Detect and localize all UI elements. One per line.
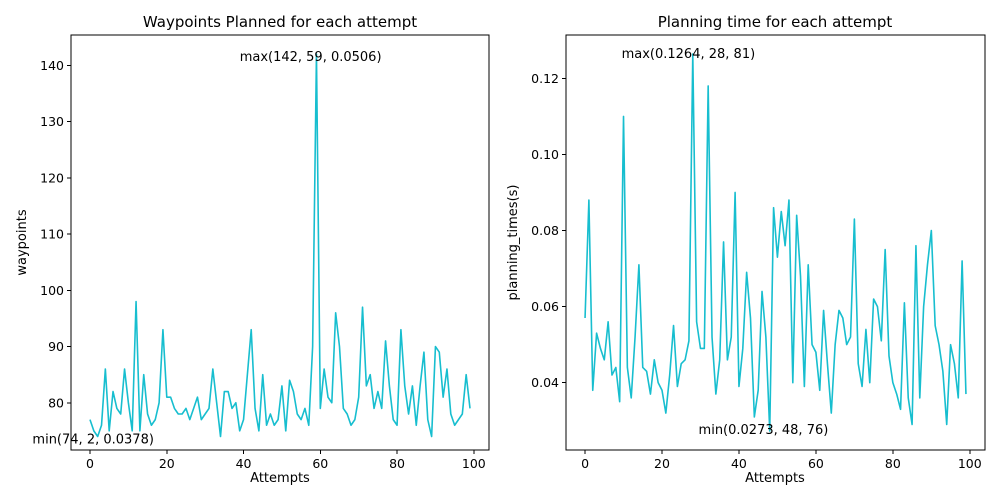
x-tick-label: 20 [159, 456, 175, 471]
waypoints-series-line [89, 53, 471, 438]
x-tick-label: 40 [236, 456, 252, 471]
planning-time-series-line [584, 53, 967, 432]
x-tick-label: 0 [581, 456, 589, 471]
y-tick-label: 0.08 [531, 223, 559, 238]
chart-title: Planning time for each attempt [658, 13, 893, 31]
waypoints-panel: Waypoints Planned for each attempt 0 20 40… [15, 13, 490, 486]
y-axis-label: waypoints [15, 209, 30, 275]
x-tick-label: 60 [808, 456, 824, 471]
y-tick-label: 140 [40, 58, 64, 73]
x-tick-label: 80 [885, 456, 901, 471]
annotation-label: min(0.0273, 48, 76) [699, 423, 829, 438]
y-tick-label: 100 [40, 283, 64, 298]
x-axis-label: Attempts [745, 471, 805, 486]
x-tick-label: 20 [654, 456, 670, 471]
y-tick-label: 110 [40, 227, 64, 242]
y-tick-label: 130 [40, 114, 64, 129]
x-tick-label: 0 [86, 456, 94, 471]
plot-area-frame [70, 34, 490, 451]
planning-time-panel: Planning time for each attempt 0 20 40 60 80… [506, 13, 986, 486]
y-tick-label: 90 [48, 339, 64, 354]
plot-area-frame [565, 34, 986, 451]
y-tick-label: 0.10 [531, 147, 559, 162]
y-tick-label: 120 [40, 170, 64, 185]
y-tick-label: 0.06 [531, 299, 559, 314]
x-tick-label: 80 [389, 456, 405, 471]
chart-title: Waypoints Planned for each attempt [143, 13, 417, 31]
y-tick-label: 0.04 [531, 375, 559, 390]
annotation-label: min(74, 2, 0.0378) [32, 432, 154, 447]
y-tick-label: 80 [48, 395, 64, 410]
x-tick-label: 100 [462, 456, 486, 471]
annotation-label: max(0.1264, 28, 81) [622, 47, 756, 62]
x-tick-label: 60 [312, 456, 328, 471]
y-axis-label: planning_times(s) [506, 185, 521, 301]
x-tick-label: 100 [958, 456, 982, 471]
x-axis-label: Attempts [250, 471, 310, 486]
annotation-label: max(142, 59, 0.0506) [240, 50, 382, 65]
x-tick-label: 40 [731, 456, 747, 471]
y-tick-label: 0.12 [531, 71, 559, 86]
